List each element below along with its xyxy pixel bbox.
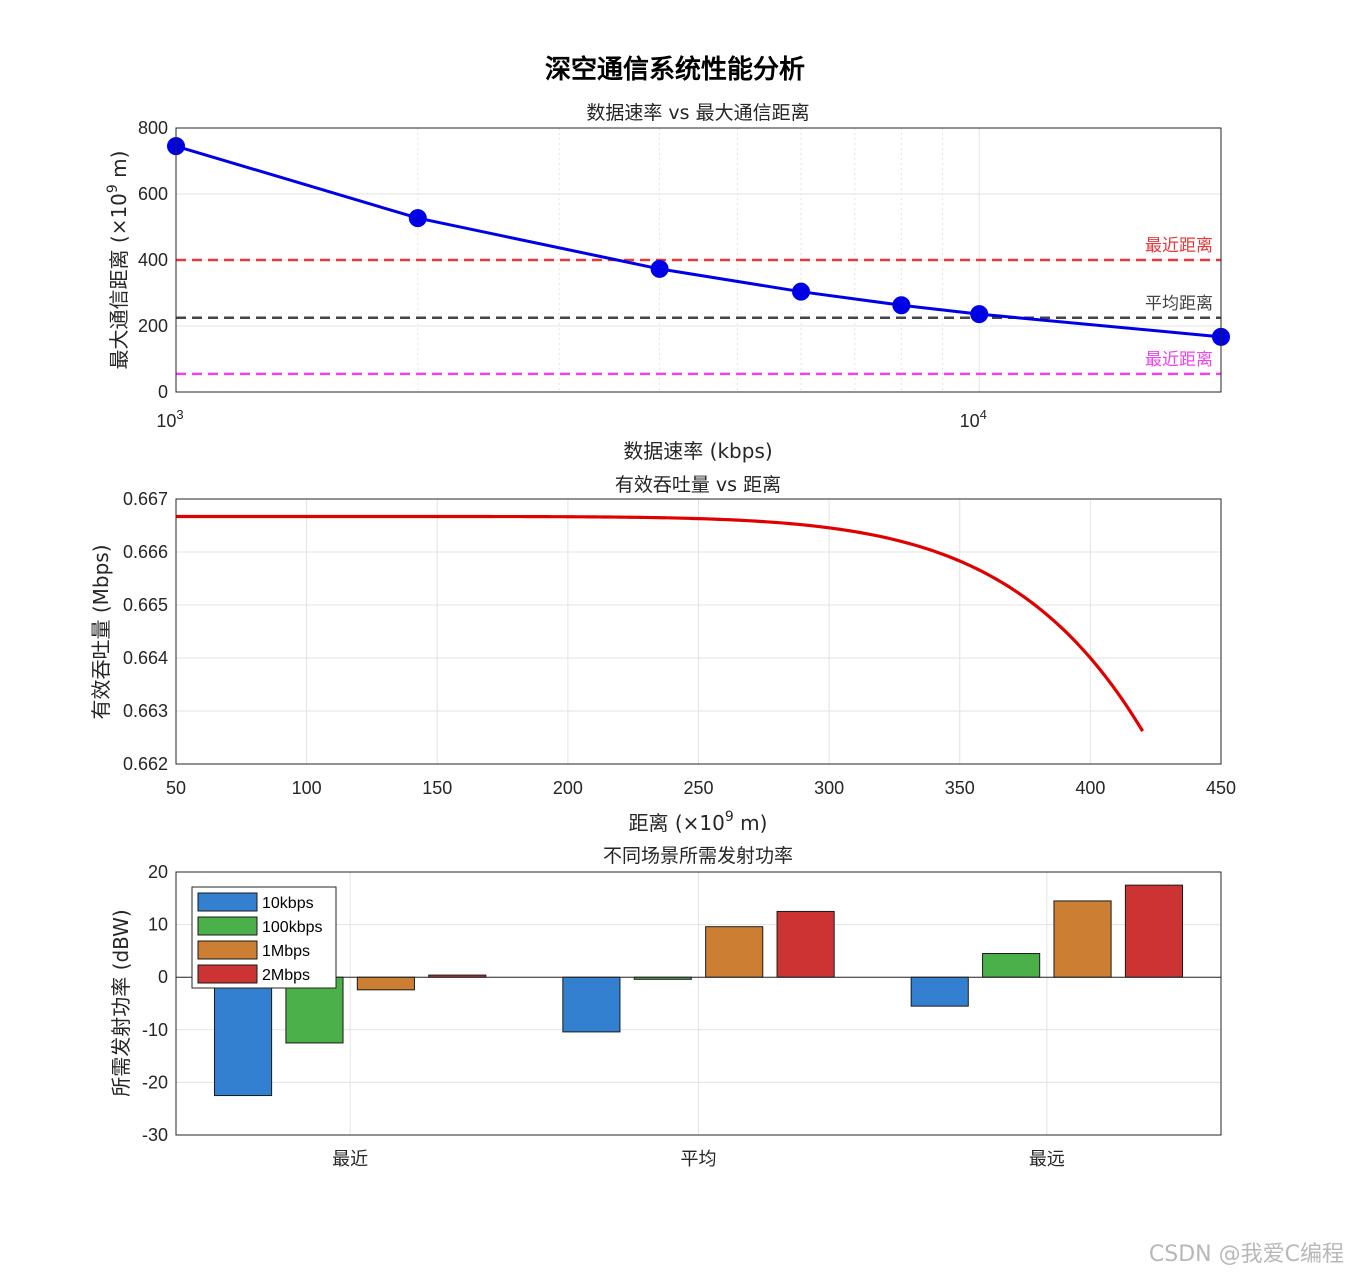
- reference-line-label: 最近距离: [1145, 236, 1213, 256]
- bar: [356, 976, 415, 991]
- legend-swatch: [197, 892, 258, 912]
- data-point: [792, 282, 811, 301]
- y-tick-label: 600: [138, 184, 168, 204]
- subplot2-ylabel: 有效吞吐量 (Mbps): [89, 544, 113, 719]
- subplot1-ylabel-suffix: m): [107, 151, 131, 185]
- bar: [1053, 900, 1112, 978]
- series-line: [176, 514, 1144, 732]
- subplot1-ylabel: 最大通信距离 (×109 m): [105, 151, 131, 370]
- legend-swatch: [197, 916, 258, 936]
- subplot3-ylabel: 所需发射功率 (dBW): [109, 909, 133, 1096]
- y-tick-label: -30: [142, 1125, 168, 1145]
- x-tick-label: 300: [814, 778, 844, 798]
- subplot1-title: 数据速率 vs 最大通信距离: [586, 102, 809, 124]
- y-tick-label: 20: [148, 862, 168, 882]
- bar: [213, 976, 273, 1097]
- subplot3-title: 不同场景所需发射功率: [603, 845, 793, 867]
- y-tick-label: 0.665: [123, 595, 168, 615]
- y-tick-label: 0.666: [123, 542, 168, 562]
- x-tick-label: 最近: [332, 1149, 368, 1170]
- y-tick-label: 10: [148, 915, 168, 935]
- subplot1-ylabel-exponent: 9: [105, 184, 121, 193]
- subplot2-ticks: 50 100 150 200 250 300 350 400 450 0.662 0.663 0.66…: [123, 489, 1236, 798]
- data-point: [892, 296, 911, 315]
- bar: [705, 926, 764, 978]
- x-tick-label: 100: [292, 778, 322, 798]
- y-tick-label: 0.664: [123, 648, 168, 668]
- subplot-throughput-vs-distance: 有效吞吐量 vs 距离 50 100 150 200 250 300 350 400 450 0.…: [89, 474, 1236, 835]
- legend-label: 2Mbps: [262, 967, 310, 984]
- subplot2-frame: [175, 498, 1222, 765]
- y-tick-label: 0.667: [123, 489, 168, 509]
- subplot1-ylabel-prefix: 最大通信距离 (×10: [107, 193, 131, 369]
- data-point: [970, 305, 989, 324]
- figure-title: 深空通信系统性能分析: [545, 54, 805, 85]
- subplot2-series: [176, 514, 1144, 732]
- subplot2-title: 有效吞吐量 vs 距离: [615, 474, 781, 496]
- subplot3-frame: [175, 871, 1222, 1136]
- x-tick-label: 104: [960, 407, 987, 431]
- y-tick-label: 400: [138, 250, 168, 270]
- x-tick-label: 400: [1075, 778, 1105, 798]
- y-tick-label: 200: [138, 316, 168, 336]
- y-tick-label: -10: [142, 1020, 168, 1040]
- legend-label: 10kbps: [262, 895, 314, 912]
- bar: [982, 953, 1041, 978]
- bar: [1124, 884, 1184, 978]
- subplot1-series: [167, 137, 1230, 346]
- bar: [562, 976, 621, 1033]
- reference-line-label: 平均距离: [1145, 294, 1213, 314]
- subplot1-xlabel: 数据速率 (kbps): [623, 439, 772, 463]
- y-tick-label: 0: [158, 967, 168, 987]
- reference-line-label: 最近距离: [1145, 350, 1213, 370]
- legend-label: 1Mbps: [262, 943, 310, 960]
- subplot2-xlabel-prefix: 距离 (×10: [629, 811, 725, 835]
- x-tick-base: 10: [156, 411, 176, 431]
- subplot2-xlabel-suffix: m): [734, 811, 768, 835]
- x-tick-label: 150: [422, 778, 452, 798]
- subplot1-frame: [175, 127, 1222, 393]
- x-tick-exponent: 4: [980, 407, 987, 422]
- y-tick-label: 0.662: [123, 754, 168, 774]
- subplot3-legend: 10kbps 100kbps 1Mbps 2Mbps: [191, 886, 337, 989]
- x-tick-label: 350: [945, 778, 975, 798]
- data-point: [408, 209, 427, 228]
- x-tick-base: 10: [960, 411, 980, 431]
- x-tick-label: 103: [156, 407, 183, 431]
- legend-swatch: [197, 964, 258, 984]
- y-tick-label: 0.663: [123, 701, 168, 721]
- legend-label: 100kbps: [262, 919, 323, 936]
- bar: [910, 976, 969, 1007]
- subplot3-ticks: -30 -20 -10 0 10 20 最近 平均 最远: [142, 862, 1065, 1170]
- bar: [776, 910, 835, 978]
- data-point: [650, 259, 669, 278]
- watermark: CSDN @我爱C编程: [1148, 1242, 1344, 1267]
- subplot-transmit-power: 不同场景所需发射功率 -30 -20 -10 0 10 20 最近 平均 最远 所需发射功率 (…: [109, 845, 1222, 1170]
- y-tick-label: 0: [158, 382, 168, 402]
- x-tick-label: 450: [1206, 778, 1236, 798]
- x-tick-label: 250: [683, 778, 713, 798]
- y-tick-label: -20: [142, 1072, 168, 1092]
- x-tick-exponent: 3: [176, 407, 183, 422]
- x-tick-label: 200: [553, 778, 583, 798]
- x-tick-label: 平均: [681, 1149, 717, 1170]
- x-tick-label: 最远: [1029, 1149, 1065, 1170]
- x-tick-label: 50: [166, 778, 186, 798]
- subplot2-xlabel: 距离 (×109 m): [629, 809, 768, 835]
- y-tick-label: 800: [138, 118, 168, 138]
- legend-swatch: [197, 940, 258, 960]
- subplot2-xlabel-exponent: 9: [725, 809, 734, 825]
